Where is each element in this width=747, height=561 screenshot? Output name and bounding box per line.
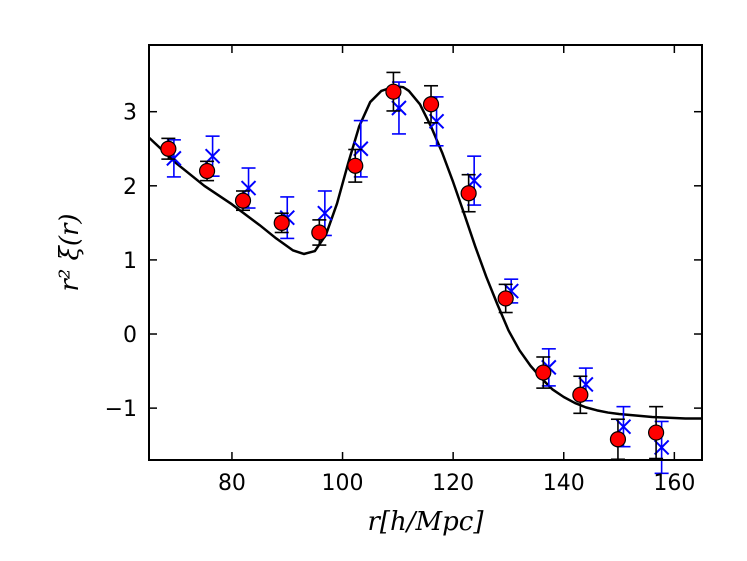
red-circle-point bbox=[273, 214, 290, 231]
x-axis-label: r[h/Mpc] bbox=[367, 507, 484, 537]
red-circle-point bbox=[160, 140, 177, 157]
x-tick-label: 140 bbox=[543, 471, 585, 496]
blue-cross-point bbox=[317, 205, 333, 221]
plot-frame bbox=[148, 44, 703, 461]
y-tick-label: 0 bbox=[123, 323, 137, 348]
y-tick-label: 1 bbox=[123, 249, 137, 274]
y-tick-label: 3 bbox=[123, 101, 137, 126]
x-tick-label: 100 bbox=[322, 471, 364, 496]
red-circle-point bbox=[460, 185, 477, 202]
red-circle-point bbox=[648, 424, 665, 441]
y-tick-label: −1 bbox=[105, 397, 137, 422]
red-circle-point bbox=[535, 364, 552, 381]
blue-cross-point bbox=[428, 113, 445, 130]
x-tick-label: 160 bbox=[653, 471, 695, 496]
x-tick-label: 80 bbox=[218, 471, 246, 496]
model-curve bbox=[148, 85, 702, 420]
red-circle-point bbox=[198, 162, 216, 180]
y-axis: −1 0 1 2 3 bbox=[105, 101, 702, 422]
red-circle-point bbox=[311, 224, 328, 241]
red-circle-point bbox=[609, 431, 627, 448]
plot-area bbox=[148, 71, 702, 475]
x-tick-label: 120 bbox=[432, 471, 474, 496]
blue-cross-point bbox=[653, 439, 670, 456]
x-axis: 80 100 120 140 160 bbox=[218, 45, 695, 496]
red-circle-point bbox=[422, 96, 440, 113]
red-circle-point bbox=[234, 192, 252, 209]
y-axis-label: r² ξ(r) bbox=[55, 213, 85, 291]
red-circle-point bbox=[497, 290, 514, 307]
blue-cross-point bbox=[391, 100, 407, 116]
red-circle-point bbox=[347, 157, 364, 174]
red-circle-point bbox=[385, 83, 402, 100]
red-circle-point bbox=[572, 386, 589, 403]
y-tick-label: 2 bbox=[123, 175, 137, 200]
